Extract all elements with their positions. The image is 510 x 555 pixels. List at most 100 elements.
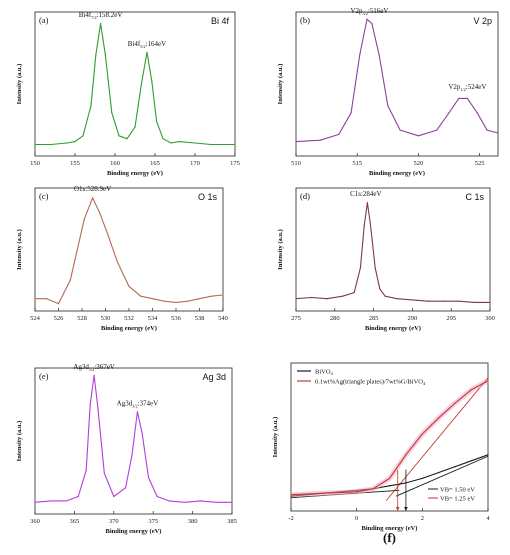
x-tick-label: 300 [485, 315, 495, 322]
data-point [487, 380, 489, 382]
x-axis-label: Binding energy (eV) [369, 170, 425, 177]
legend-entry: 0.1wt%Ag(triangle plates)/7wt%G/BiVO4 [315, 379, 426, 387]
data-point [125, 487, 127, 489]
data-point [359, 54, 361, 56]
data-point [97, 408, 99, 410]
plot-frame [295, 11, 499, 157]
x-tick-label: 155 [70, 160, 80, 167]
data-point [103, 472, 105, 474]
data-point [353, 291, 355, 294]
data-point [77, 495, 79, 498]
data-point [99, 212, 101, 214]
x-tick-label: 160 [110, 160, 120, 167]
data-point [65, 500, 68, 502]
x-tick-label: 2 [421, 515, 424, 522]
x-tick-label: 285 [369, 315, 379, 322]
chart-panel-a: 150 155 160 165 170 175 Binding energy (eV) Int… [16, 11, 240, 177]
data-point [90, 105, 92, 107]
data-point [438, 417, 440, 419]
x-tick-label: 532 [124, 315, 134, 322]
data-point [107, 234, 109, 236]
x-tick-label: 280 [330, 315, 340, 322]
x-tick-label: 365 [70, 518, 80, 525]
data-point [405, 454, 407, 456]
data-point [466, 97, 468, 99]
data-point [95, 54, 97, 56]
panel-label: (c) [39, 191, 49, 201]
data-point [128, 285, 130, 287]
peak-annotation: C1s:284eV [350, 190, 382, 198]
data-point [234, 143, 236, 146]
data-point [384, 295, 386, 297]
panel-title: C 1s [465, 192, 484, 202]
data-point [231, 501, 233, 503]
data-point [290, 494, 292, 496]
data-point [458, 97, 460, 99]
data-point [46, 298, 48, 300]
data-point [470, 460, 473, 462]
panel-title: V 2p [473, 16, 492, 26]
plot-frame [295, 187, 491, 312]
data-point [338, 133, 340, 135]
data-point [359, 267, 362, 269]
data-point [323, 492, 325, 494]
data-point [497, 132, 499, 134]
legend-entry: BiVO4 [315, 369, 334, 377]
data-point [187, 300, 189, 302]
data-point [126, 138, 128, 140]
data-point [379, 288, 381, 290]
data-point [147, 476, 150, 479]
data-point [486, 129, 488, 131]
data-point [387, 105, 389, 107]
x-tick-label: 360 [30, 518, 40, 525]
data-point [489, 301, 491, 303]
peak-annotation: Bi4f7/2:158.2eV [79, 11, 123, 20]
data-point [34, 143, 36, 146]
data-point [199, 500, 202, 502]
plot-frame [34, 187, 224, 312]
tangent-line [385, 377, 489, 501]
x-tick-label: 290 [408, 315, 418, 322]
data-point [295, 141, 297, 143]
data-point [163, 300, 165, 302]
plot-frame [290, 362, 489, 512]
data-point [140, 83, 142, 85]
data-point [146, 51, 148, 53]
plot-frame [34, 11, 236, 157]
y-axis-label: Intensity (a.u.) [16, 64, 23, 105]
x-tick-label: 528 [77, 315, 87, 322]
data-point [458, 300, 460, 302]
data-point [111, 112, 113, 114]
x-tick-label: 534 [148, 315, 159, 322]
y-axis-label: Intensity (a.u.) [272, 417, 279, 458]
data-point [118, 135, 120, 137]
data-point [69, 279, 71, 281]
data-point [378, 54, 380, 56]
peak-annotation: Ag3d5/2:367eV [73, 363, 115, 372]
data-point [156, 120, 158, 123]
data-point [369, 224, 372, 226]
data-point [350, 112, 352, 114]
x-tick-label: 540 [218, 315, 228, 322]
x-axis-label: Binding energy (eV) [107, 170, 163, 177]
data-point [89, 403, 91, 406]
data-point [34, 298, 36, 300]
panel-title: Bi 4f [211, 16, 230, 26]
chart-panel-d: 275 280 285 290 295 300 Binding energy (eV) Int… [277, 187, 495, 332]
x-tick-label: 525 [475, 160, 485, 167]
data-point [151, 80, 153, 82]
vb-arrow [395, 507, 400, 511]
data-point [156, 495, 158, 498]
data-point [76, 248, 78, 251]
x-tick-label: 524 [30, 315, 41, 322]
data-point [470, 389, 473, 391]
data-point [215, 501, 217, 503]
x-tick-label: 175 [230, 160, 240, 167]
peak-annotation: O1s:528.9eV [74, 185, 111, 193]
data-point [448, 112, 450, 114]
data-point [487, 454, 489, 456]
x-tick-label: 370 [109, 518, 119, 525]
data-point [363, 224, 365, 226]
data-point [136, 411, 139, 413]
figure-label-f: (f) [383, 530, 396, 545]
